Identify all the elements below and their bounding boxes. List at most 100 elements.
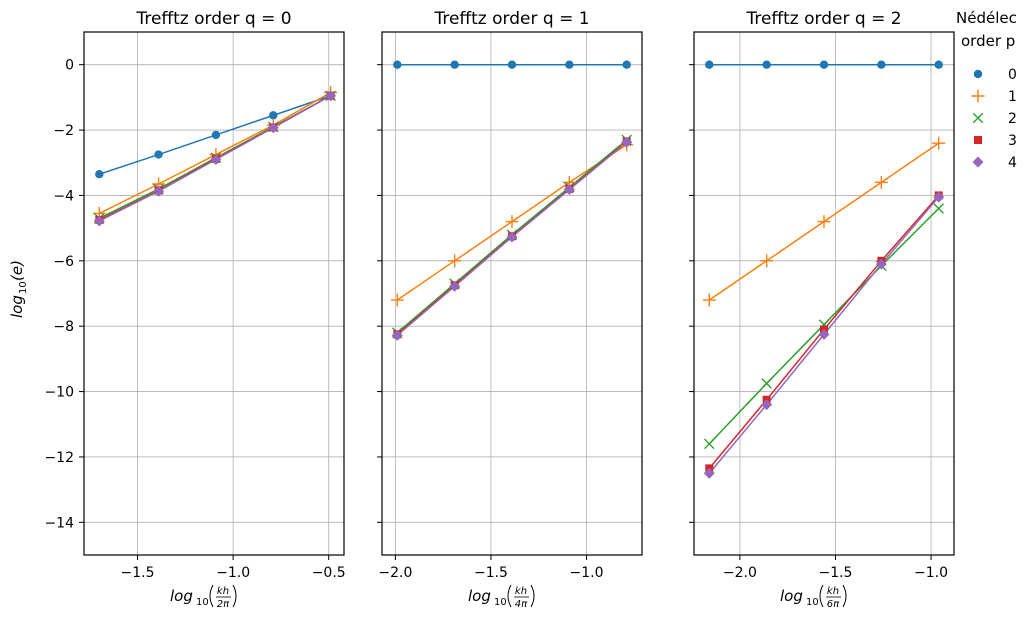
y-tick-label: −8: [53, 319, 74, 335]
x-label-left-paren: [209, 584, 214, 608]
x-tick-label: −1.0: [570, 565, 604, 581]
grid-lines: [382, 32, 642, 555]
legend-label: 1: [1008, 89, 1017, 105]
data-point-4: [506, 231, 518, 243]
x-label-denominator: 6π: [827, 599, 840, 610]
x-tick-label: −1.5: [474, 565, 508, 581]
x-tick-label: −1.5: [818, 565, 852, 581]
y-tick-label: −2: [53, 123, 74, 139]
x-label-right-paren: [232, 584, 237, 608]
x-label-left-paren: [507, 584, 512, 608]
data-point-1: [760, 254, 774, 268]
data-point-0: [507, 60, 517, 69]
data-point-4: [761, 399, 773, 411]
data-point-0: [211, 130, 221, 140]
series-group: [702, 60, 946, 479]
panel-1: −2.0 −1.5 −1.0 Trefftz order q = 1 log 10 kh 4π: [377, 9, 643, 610]
x-label-subscript: 10: [494, 597, 507, 608]
data-point-4: [153, 185, 165, 197]
y-label-subscript: 10: [18, 281, 29, 294]
data-point-4: [621, 136, 633, 148]
legend-title-line2: order p: [961, 32, 1015, 50]
x-label-numerator: kh: [217, 586, 229, 597]
data-point-0: [393, 60, 402, 69]
data-point-4: [449, 280, 461, 292]
y-tick-label: −14: [44, 515, 74, 531]
series-group: [390, 60, 634, 341]
x-label-numerator: kh: [515, 586, 527, 597]
data-point-1: [702, 293, 716, 307]
x-label-subscript: 10: [196, 597, 209, 608]
legend: Nédélec order p 0 1 2 3 4: [956, 9, 1017, 171]
y-label-log: log: [8, 295, 26, 318]
data-point-4: [210, 153, 222, 165]
axes-frame: [381, 31, 643, 556]
legend-marker-0: [973, 69, 983, 79]
legend-title-line1: Nédélec: [956, 9, 1017, 27]
data-point-1: [817, 215, 831, 229]
x-tick-label: −0.5: [312, 565, 346, 581]
data-point-1: [874, 175, 888, 189]
data-point-4: [818, 328, 830, 340]
legend-label: 3: [1008, 133, 1017, 149]
data-point-1: [390, 293, 404, 307]
legend-label: 2: [1008, 111, 1017, 127]
x-label-left-paren: [819, 584, 824, 608]
data-point-0: [450, 60, 459, 69]
x-label-log: log: [170, 587, 193, 605]
data-point-2: [933, 203, 945, 214]
legend-marker-3: [974, 136, 982, 144]
panel-0: −1.5 −1.0 −0.5 0 −2 −4 −6 −8 −10 −12 −14 Trefftz or…: [44, 9, 345, 610]
panel-title: Trefftz order q = 0: [135, 9, 291, 29]
data-point-1: [448, 254, 462, 268]
legend-label: 0: [1008, 67, 1017, 83]
data-point-2: [703, 438, 715, 450]
data-point-4: [93, 215, 105, 227]
data-point-0: [95, 169, 104, 179]
data-point-1: [932, 136, 946, 150]
x-axis-label: log 10 kh 4π: [468, 584, 535, 610]
data-point-4: [703, 467, 715, 479]
y-label-argument: (e): [8, 260, 26, 281]
x-label-right-paren: [842, 584, 847, 608]
y-tick-label: −10: [44, 385, 74, 401]
legend-label: 4: [1008, 155, 1017, 171]
data-point-4: [563, 184, 575, 196]
data-point-4: [391, 329, 403, 341]
data-point-4: [267, 122, 279, 134]
y-tick-label: −4: [53, 188, 74, 204]
grid-lines: [694, 32, 954, 555]
data-point-0: [154, 150, 163, 159]
y-tick-label: −12: [44, 450, 74, 466]
x-tick-label: −1.5: [121, 565, 155, 581]
x-axis-label: log 10 kh 6π: [780, 584, 847, 610]
legend-marker-1: [971, 89, 985, 103]
data-point-0: [565, 60, 574, 69]
x-tick-label: −2.0: [723, 565, 757, 581]
x-tick-label: −1.0: [914, 565, 948, 581]
series-group: [92, 85, 338, 227]
axes-frame: [83, 31, 345, 556]
data-point-0: [877, 60, 886, 69]
y-tick-label: −6: [53, 254, 74, 270]
data-point-0: [762, 60, 771, 69]
legend-marker-4: [972, 156, 984, 168]
grid-lines: [84, 32, 344, 555]
x-label-subscript: 10: [806, 597, 819, 608]
x-label-log: log: [780, 587, 803, 605]
x-label-numerator: kh: [827, 586, 839, 597]
axes-frame: [693, 31, 955, 556]
y-tick-label: 0: [65, 58, 74, 74]
data-point-0: [934, 60, 943, 69]
panel-title: Trefftz order q = 2: [745, 9, 901, 29]
data-point-1: [505, 215, 519, 229]
data-point-0: [622, 60, 631, 69]
data-point-4: [325, 90, 337, 102]
x-label-right-paren: [530, 584, 535, 608]
panel-title: Trefftz order q = 1: [433, 9, 589, 29]
legend-marker-2: [972, 112, 984, 124]
data-point-0: [269, 111, 278, 120]
panel-2: −2.0 −1.5 −1.0 Trefftz order q = 2 log 10 kh 6π: [689, 9, 955, 610]
